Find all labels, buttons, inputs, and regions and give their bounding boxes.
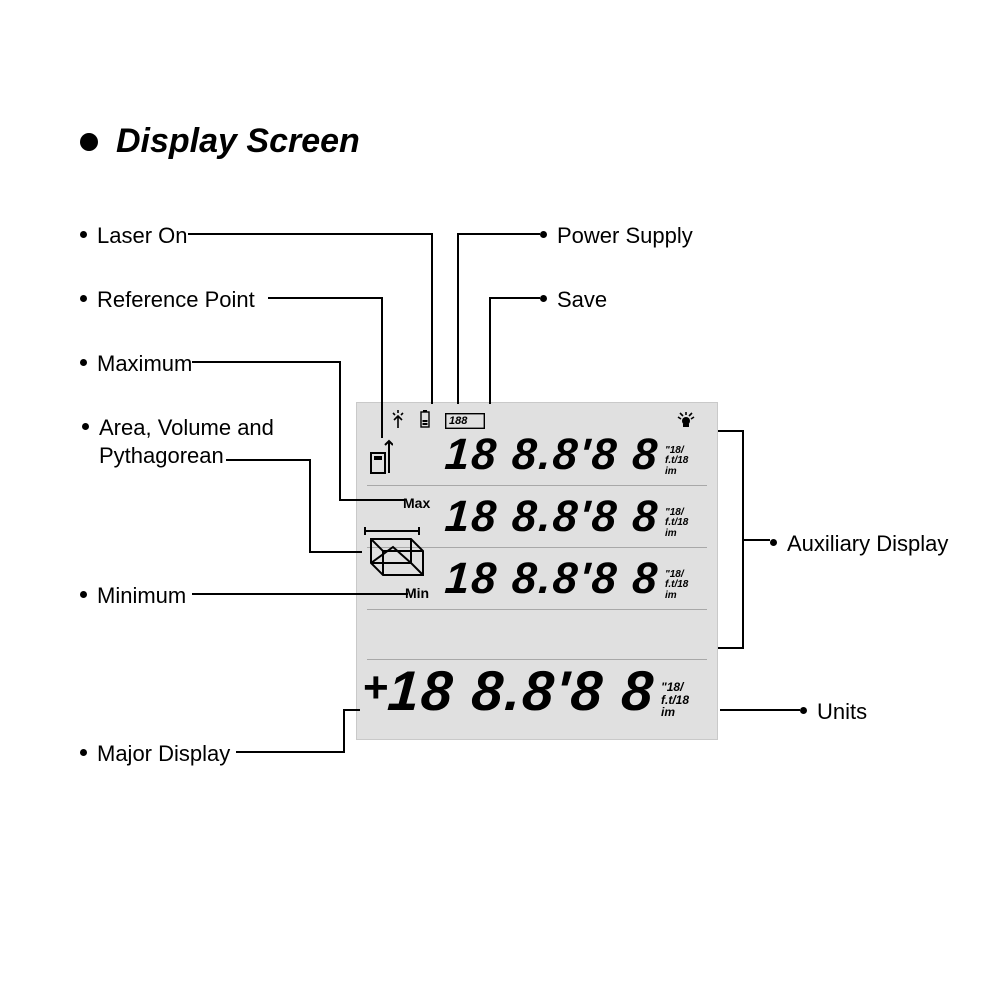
laser-on-icon xyxy=(391,410,405,433)
callout-label: Units xyxy=(817,698,867,726)
save-icon: 188 xyxy=(445,413,504,429)
bullet-icon xyxy=(540,231,547,238)
lcd-icon-row: 188 xyxy=(391,411,697,431)
callout-label: Power Supply xyxy=(557,222,693,250)
plus-sign: + xyxy=(363,663,389,713)
callout-area-volume: Area, Volume and Pythagorean xyxy=(82,414,274,469)
aux-row-1: 18 8.8'8 8 "18/ f.t/18 im xyxy=(445,433,703,477)
bullet-icon xyxy=(80,295,87,302)
bullet-icon xyxy=(82,423,89,430)
callout-major-display: Major Display xyxy=(80,740,230,768)
callout-label: Save xyxy=(557,286,607,314)
callout-aux-display: Auxiliary Display xyxy=(770,530,948,558)
unit-stack: "18/ f.t/18 im xyxy=(665,570,703,602)
title-row: Display Screen xyxy=(80,122,360,161)
page-title: Display Screen xyxy=(116,122,360,161)
callout-label: Major Display xyxy=(97,740,230,768)
divider xyxy=(367,547,707,548)
aux-bracket xyxy=(718,430,744,649)
callout-units: Units xyxy=(800,698,867,726)
diagram-canvas: Display Screen Laser On Reference Point … xyxy=(0,0,1000,1000)
digits: 18 8.8'8 8 xyxy=(443,557,660,601)
area-volume-icon xyxy=(363,523,425,584)
title-bullet-icon xyxy=(80,133,98,151)
callout-minimum: Minimum xyxy=(80,582,186,610)
bullet-icon xyxy=(80,749,87,756)
callout-label: Auxiliary Display xyxy=(787,530,948,558)
bullet-icon xyxy=(80,359,87,366)
bullet-icon xyxy=(80,231,87,238)
callout-maximum: Maximum xyxy=(80,350,192,378)
bullet-icon xyxy=(800,707,807,714)
callout-reference-point: Reference Point xyxy=(80,286,255,314)
bullet-icon xyxy=(770,539,777,546)
callout-power-supply: Power Supply xyxy=(540,222,693,250)
min-label: Min xyxy=(405,585,429,601)
callout-label: Maximum xyxy=(97,350,192,378)
max-label: Max xyxy=(403,495,430,511)
battery-icon xyxy=(419,410,431,433)
unit-stack: "18/ f.t/18 im xyxy=(665,446,703,478)
digits: 18 8.8'8 8 xyxy=(443,433,660,477)
divider xyxy=(367,609,707,610)
divider xyxy=(367,485,707,486)
major-row: 18 8.8'8 8 "18/ f.t/18 im xyxy=(388,663,705,719)
digits: 18 8.8'8 8 xyxy=(443,495,660,539)
aux-row-2: 18 8.8'8 8 "18/ f.t/18 im xyxy=(445,495,703,539)
aux-row-3: 18 8.8'8 8 "18/ f.t/18 im xyxy=(445,557,703,601)
callout-laser-on: Laser On xyxy=(80,222,188,250)
callout-label: Laser On xyxy=(97,222,188,250)
backlight-icon xyxy=(675,410,697,433)
digits: 18 8.8'8 8 xyxy=(386,663,657,719)
callout-save: Save xyxy=(540,286,607,314)
unit-stack: "18/ f.t/18 im xyxy=(661,681,705,719)
bullet-icon xyxy=(540,295,547,302)
callout-label: Reference Point xyxy=(97,286,255,314)
callout-label: Minimum xyxy=(97,582,186,610)
callout-label: Area, Volume and Pythagorean xyxy=(99,414,274,469)
bullet-icon xyxy=(80,591,87,598)
lcd-screen: 188 Max Min 18 8 xyxy=(356,402,718,740)
reference-point-icon xyxy=(369,439,393,480)
unit-stack: "18/ f.t/18 im xyxy=(665,508,703,540)
